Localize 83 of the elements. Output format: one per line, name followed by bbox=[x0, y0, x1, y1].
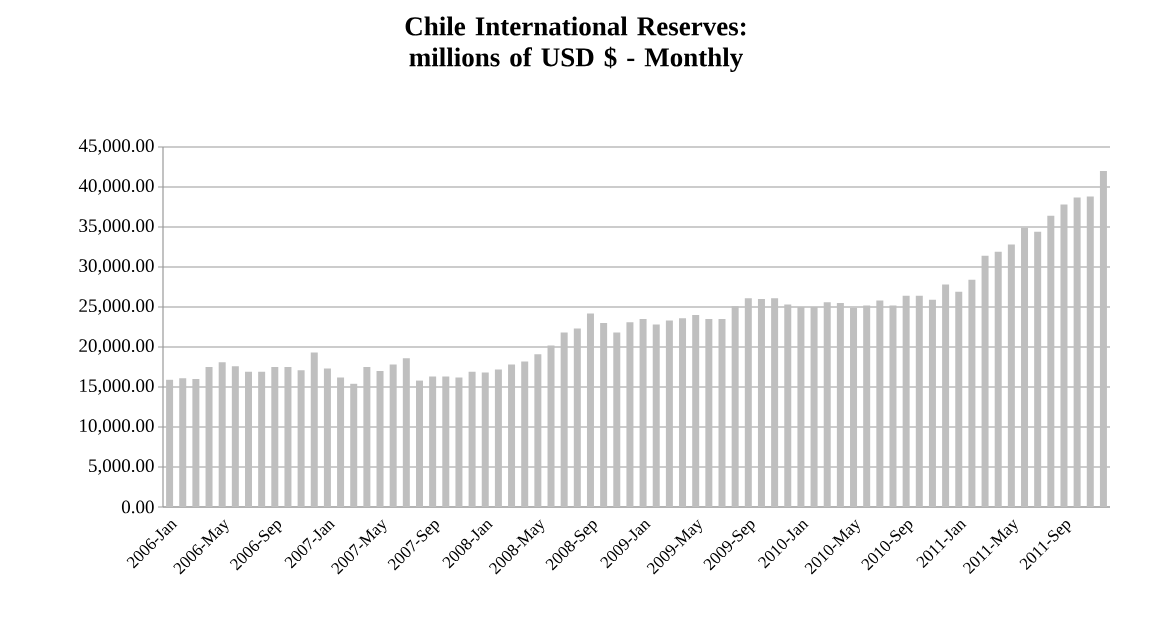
bar bbox=[573, 328, 581, 507]
bar bbox=[626, 322, 634, 507]
bar bbox=[455, 377, 463, 507]
bar bbox=[442, 376, 450, 507]
y-tick-label: 45,000.00 bbox=[78, 139, 154, 155]
y-tick-label: 25,000.00 bbox=[79, 299, 154, 315]
bar bbox=[560, 332, 568, 507]
bar bbox=[402, 358, 410, 507]
bar bbox=[1007, 244, 1015, 507]
y-tick-label: 40,000.00 bbox=[78, 179, 154, 195]
bar bbox=[258, 371, 266, 507]
bar bbox=[271, 367, 279, 507]
bar bbox=[586, 313, 594, 507]
bar bbox=[915, 295, 923, 507]
bar bbox=[1099, 171, 1107, 507]
bar bbox=[771, 298, 779, 507]
bar bbox=[613, 332, 621, 507]
bar bbox=[297, 370, 305, 507]
y-tick-label: 35,000.00 bbox=[79, 219, 154, 235]
bar bbox=[718, 319, 726, 507]
bar bbox=[1086, 196, 1094, 507]
bar bbox=[889, 305, 897, 507]
bar bbox=[205, 367, 213, 507]
bar bbox=[534, 354, 542, 507]
bar bbox=[823, 302, 831, 507]
bar bbox=[231, 366, 239, 507]
bar bbox=[744, 298, 752, 507]
bar bbox=[994, 251, 1002, 507]
bar bbox=[942, 284, 950, 507]
bar bbox=[1073, 197, 1081, 507]
bar bbox=[810, 307, 818, 507]
bar bbox=[337, 377, 345, 507]
bar bbox=[481, 372, 489, 507]
bar bbox=[955, 291, 963, 507]
bar bbox=[494, 369, 502, 507]
bar bbox=[1047, 215, 1055, 507]
bar bbox=[757, 299, 765, 507]
bar bbox=[1021, 227, 1029, 507]
bar bbox=[350, 383, 358, 507]
bar bbox=[284, 367, 292, 507]
bar bbox=[652, 324, 660, 507]
bar bbox=[981, 255, 989, 507]
bar bbox=[784, 304, 792, 507]
bar bbox=[166, 379, 174, 507]
bar bbox=[468, 371, 476, 507]
bar bbox=[415, 380, 423, 507]
bar bbox=[389, 364, 397, 507]
bar bbox=[928, 299, 936, 507]
bar bbox=[863, 305, 871, 507]
bar bbox=[902, 295, 910, 507]
bar bbox=[218, 362, 226, 507]
bar bbox=[1034, 231, 1042, 507]
bar bbox=[245, 371, 252, 507]
bar bbox=[797, 307, 805, 507]
bar bbox=[600, 323, 608, 507]
y-tick-label: 5,000.00 bbox=[89, 459, 154, 475]
bar bbox=[968, 279, 976, 507]
bar bbox=[836, 303, 844, 507]
bar bbox=[705, 319, 713, 507]
bar bbox=[521, 361, 529, 507]
bar bbox=[179, 378, 187, 507]
bar bbox=[323, 368, 331, 507]
bar bbox=[429, 376, 437, 507]
y-tick-label: 10,000.00 bbox=[80, 419, 154, 435]
y-tick-label: 15,000.00 bbox=[80, 379, 154, 395]
bar bbox=[876, 300, 884, 507]
bar bbox=[310, 352, 318, 507]
bar bbox=[639, 319, 647, 507]
bar bbox=[731, 306, 739, 507]
bar bbox=[508, 364, 516, 507]
bar bbox=[692, 315, 700, 507]
bar bbox=[376, 371, 384, 507]
bar bbox=[363, 367, 371, 507]
bar bbox=[192, 379, 200, 507]
bar bbox=[679, 318, 687, 507]
y-tick-label: 20,000.00 bbox=[79, 339, 154, 355]
bar bbox=[850, 307, 858, 507]
y-tick-label: 30,000.00 bbox=[79, 259, 154, 275]
y-tick-label: 0.00 bbox=[121, 500, 154, 514]
bar bbox=[665, 320, 673, 507]
chart-title: Chile International Reserves: millions of USD $ - Monthly bbox=[405, 16, 746, 73]
bar bbox=[1060, 204, 1068, 507]
bar bbox=[547, 345, 555, 507]
